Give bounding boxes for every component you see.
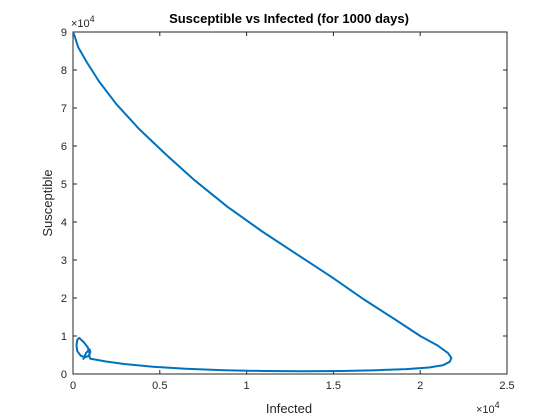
x-tick-label: 0.5 <box>152 380 167 392</box>
y-tick-label: 7 <box>61 103 67 115</box>
x-tick-label: 1.5 <box>326 380 341 392</box>
y-tick-label: 6 <box>61 141 67 153</box>
y-tick-label: 4 <box>61 217 67 229</box>
x-tick-label: 2.5 <box>499 380 514 392</box>
y-tick-label: 2 <box>61 293 67 305</box>
plot-area-frame <box>72 31 508 375</box>
series-line-0 <box>72 32 453 373</box>
y-tick-label: 3 <box>61 255 67 267</box>
y-axis-label: Susceptible <box>40 169 55 236</box>
x-exponent-label: ×104 <box>476 400 500 416</box>
y-tick-label: 1 <box>61 331 67 343</box>
y-tick-label: 5 <box>61 179 67 191</box>
chart-title: Susceptible vs Infected (for 1000 days) <box>169 11 409 26</box>
svg-text:×104: ×104 <box>476 400 500 416</box>
x-axis-label: Infected <box>266 401 312 416</box>
x-exponent-power: 4 <box>495 400 500 410</box>
x-tick-label: 1 <box>244 380 250 392</box>
y-tick-label: 9 <box>61 27 67 39</box>
x-exponent-base: ×10 <box>476 404 495 416</box>
x-tick-label: 0 <box>70 380 76 392</box>
y-tick-label: 8 <box>61 65 67 77</box>
x-tick-label: 2 <box>417 380 423 392</box>
y-exponent-power: 4 <box>90 14 95 24</box>
y-tick-label: 0 <box>61 369 67 381</box>
y-exponent-label: ×104 <box>71 14 95 30</box>
svg-text:×104: ×104 <box>71 14 95 30</box>
y-exponent-base: ×10 <box>71 18 90 30</box>
